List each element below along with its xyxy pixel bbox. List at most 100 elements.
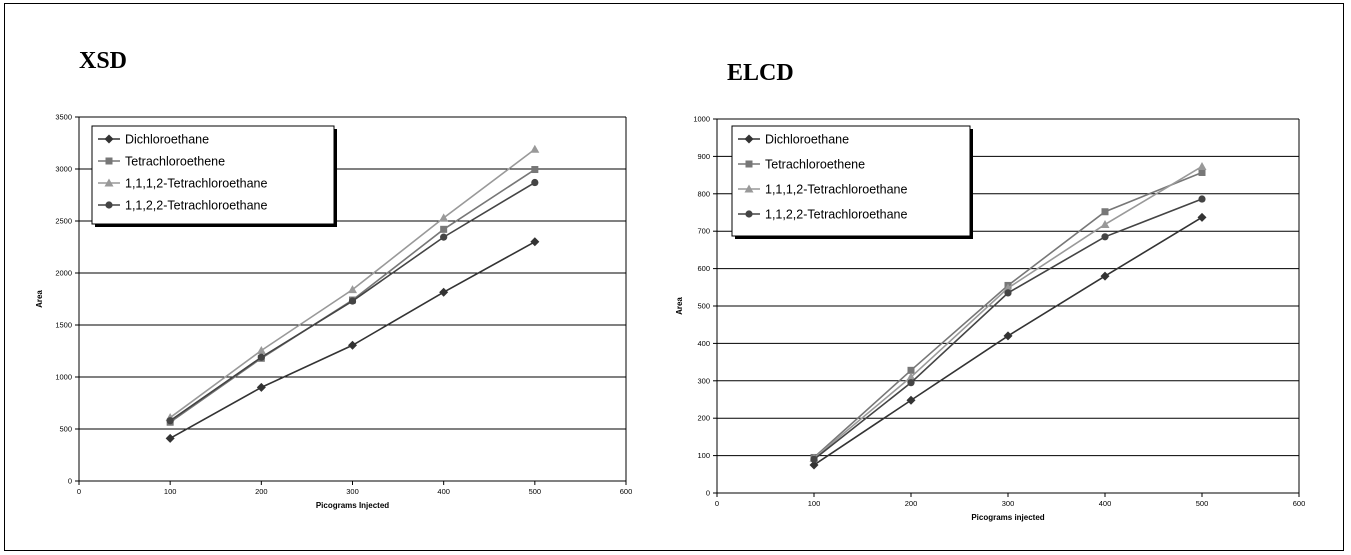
y-tick-label: 300: [697, 376, 710, 385]
x-tick-label: 400: [437, 487, 450, 496]
legend-box: [91, 125, 335, 225]
data-point: [906, 395, 916, 405]
legend-label: 1,1,1,2-Tetrachloroethane: [765, 183, 908, 197]
x-tick-label: 300: [1002, 499, 1015, 508]
x-tick-label: 200: [255, 487, 268, 496]
x-axis-label: Picograms Injected: [316, 501, 389, 510]
series-1: [165, 237, 540, 443]
data-point: [256, 382, 266, 392]
x-tick-label: 600: [620, 487, 633, 496]
data-point: [439, 287, 449, 297]
series-1: [809, 212, 1207, 470]
y-tick-label: 200: [697, 414, 710, 423]
data-point: [1004, 289, 1012, 297]
legend-marker: [744, 184, 754, 193]
series-4: [166, 178, 539, 425]
data-point: [1100, 219, 1110, 228]
legend-marker: [745, 160, 753, 168]
legend-box: [731, 125, 971, 237]
data-point: [1100, 271, 1110, 281]
legend: Dichloroethane Tetrachloroethene 1,1,1,2-T…: [91, 125, 337, 227]
y-axis-label: Area: [35, 290, 44, 308]
data-point: [809, 460, 819, 470]
data-point: [1101, 233, 1109, 241]
data-point: [440, 225, 448, 233]
y-tick-label: 500: [697, 302, 710, 311]
series-3: [165, 144, 540, 422]
legend-marker: [744, 134, 754, 144]
data-point: [1003, 331, 1013, 341]
legend: Dichloroethane Tetrachloroethene 1,1,1,2-T…: [731, 125, 973, 239]
legend-label: Dichloroethane: [125, 133, 209, 147]
x-axis-label: Picograms injected: [971, 513, 1044, 522]
x-tick-label: 0: [715, 499, 719, 508]
series-line: [169, 241, 536, 440]
data-point: [348, 297, 357, 305]
legend-marker: [104, 178, 114, 187]
y-tick-label: 1000: [693, 115, 710, 124]
data-point: [810, 455, 818, 463]
y-tick-label: 800: [697, 189, 710, 198]
data-point: [1003, 283, 1013, 292]
data-point: [907, 366, 915, 374]
data-point: [1101, 208, 1109, 216]
y-tick-label: 700: [697, 227, 710, 236]
y-tick-label: 0: [68, 477, 72, 486]
chart-title-elcd: ELCD: [727, 60, 794, 86]
y-tick-label: 0: [706, 489, 710, 498]
y-tick-label: 2500: [55, 217, 72, 226]
legend-label: Tetrachloroethene: [765, 158, 865, 172]
x-tick-label: 200: [905, 499, 918, 508]
y-tick-label: 100: [697, 451, 710, 460]
legend-label: 1,1,2,2-Tetrachloroethane: [765, 208, 908, 222]
data-point: [1197, 161, 1207, 170]
y-tick-label: 1000: [55, 373, 72, 382]
data-point: [348, 340, 357, 350]
data-point: [348, 285, 357, 294]
data-point: [530, 144, 540, 153]
figure-frame: XSD ELCD 0 500 1000 1500 2000 2500 3000 3500 0 10…: [4, 3, 1344, 551]
legend-label: Tetrachloroethene: [125, 155, 225, 169]
legend-marker: [105, 201, 113, 209]
chart-xsd: 0 500 1000 1500 2000 2500 3000 3500 0 100 200 300 40…: [35, 113, 632, 511]
data-point: [531, 166, 539, 174]
y-tick-label: 500: [59, 425, 72, 434]
legend-label: 1,1,2,2-Tetrachloroethane: [125, 199, 268, 213]
x-tick-label: 300: [346, 487, 359, 496]
data-point: [166, 417, 174, 425]
x-tick-label: 0: [77, 487, 81, 496]
data-point: [165, 433, 175, 443]
legend-marker: [745, 210, 753, 218]
y-tick-label: 900: [697, 152, 710, 161]
x-tick-label: 500: [1196, 499, 1209, 508]
chart-elcd: 0 100 200 300 400 500 600 700 800 900 1000 0 100 200 3…: [675, 115, 1305, 523]
y-tick-label: 3500: [55, 113, 72, 122]
series-4: [810, 195, 1206, 463]
y-tick-label: 2000: [55, 269, 72, 278]
x-tick-label: 100: [808, 499, 821, 508]
legend-marker: [105, 157, 113, 165]
x-tick-label: 100: [164, 487, 177, 496]
series-line: [813, 216, 1203, 466]
y-tick-label: 600: [697, 264, 710, 273]
x-tick-label: 600: [1293, 499, 1306, 508]
y-tick-label: 3000: [55, 165, 72, 174]
data-point: [439, 213, 449, 222]
data-point: [530, 237, 540, 247]
legend-marker: [104, 134, 114, 144]
y-axis-label: Area: [675, 297, 684, 315]
data-point: [907, 379, 915, 387]
y-tick-label: 1500: [55, 321, 72, 330]
data-point: [257, 353, 265, 361]
y-tick-label: 400: [697, 339, 710, 348]
data-point: [1198, 195, 1206, 203]
legend-label: Dichloroethane: [765, 133, 849, 147]
x-tick-label: 500: [529, 487, 542, 496]
x-tick-label: 400: [1099, 499, 1112, 508]
data-point: [531, 178, 539, 187]
data-point: [256, 345, 266, 354]
legend-label: 1,1,1,2-Tetrachloroethane: [125, 177, 268, 191]
data-point: [1197, 212, 1207, 222]
data-point: [906, 372, 916, 381]
